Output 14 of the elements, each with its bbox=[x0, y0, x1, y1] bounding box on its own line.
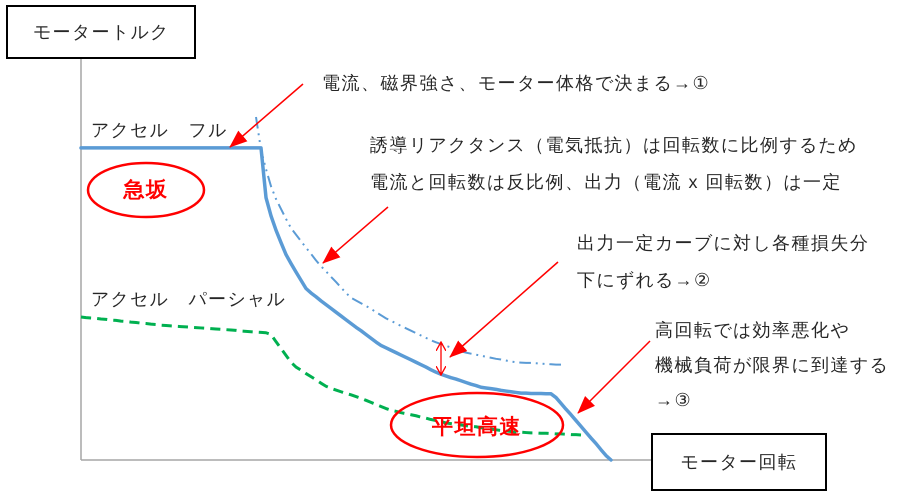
series-label: アクセル フル bbox=[91, 120, 228, 140]
annotation: 出力一定カーブに対し各種損失分 bbox=[577, 233, 870, 253]
annotation: 機械負荷が限界に到達する bbox=[655, 355, 889, 375]
ylabel: モータートルク bbox=[6, 5, 196, 59]
series-label: アクセル パーシャル bbox=[91, 288, 286, 309]
annotation: 急坂 bbox=[122, 178, 168, 202]
annotation: 電流と回転数は反比例、出力（電流 x 回転数）は一定 bbox=[370, 172, 842, 192]
xlabel: モーター回転 bbox=[651, 433, 827, 491]
y-axis-title: モータートルク bbox=[32, 22, 170, 42]
x-axis-title: モーター回転 bbox=[680, 452, 798, 472]
annotation: 誘導リアクタンス（電気抵抗）は回転数に比例するため bbox=[370, 135, 858, 155]
annotation: 下にずれる→② bbox=[577, 270, 712, 290]
annotation: →③ bbox=[655, 390, 692, 410]
annotation: 急坂 bbox=[86, 162, 206, 218]
